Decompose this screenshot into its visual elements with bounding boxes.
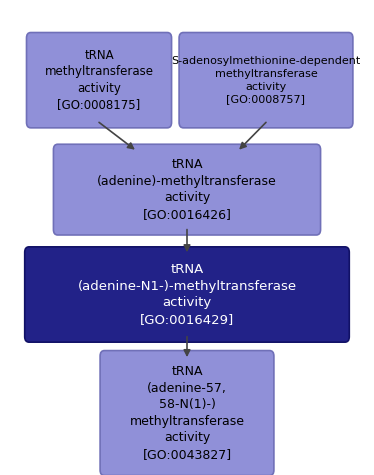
Text: tRNA
methyltransferase
activity
[GO:0008175]: tRNA methyltransferase activity [GO:0008… [45, 49, 154, 112]
Text: tRNA
(adenine-57,
58-N(1)-)
methyltransferase
activity
[GO:0043827]: tRNA (adenine-57, 58-N(1)-) methyltransf… [129, 365, 245, 461]
FancyBboxPatch shape [53, 144, 321, 235]
FancyBboxPatch shape [179, 32, 353, 128]
Text: S-adenosylmethionine-dependent
methyltransferase
activity
[GO:0008757]: S-adenosylmethionine-dependent methyltra… [171, 56, 361, 104]
Text: tRNA
(adenine-N1-)-methyltransferase
activity
[GO:0016429]: tRNA (adenine-N1-)-methyltransferase act… [77, 263, 297, 326]
FancyBboxPatch shape [25, 247, 349, 342]
FancyBboxPatch shape [27, 32, 172, 128]
Text: tRNA
(adenine)-methyltransferase
activity
[GO:0016426]: tRNA (adenine)-methyltransferase activit… [97, 158, 277, 221]
FancyBboxPatch shape [100, 351, 274, 475]
